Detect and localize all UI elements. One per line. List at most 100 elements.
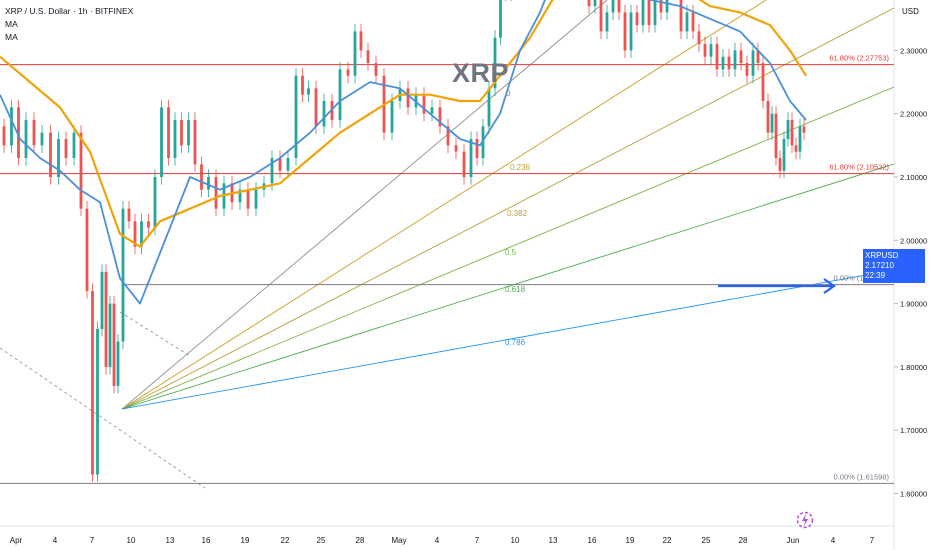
candle-body bbox=[462, 151, 466, 177]
candle-body bbox=[438, 107, 442, 127]
candle-body bbox=[91, 290, 94, 475]
indicator-ma-1[interactable]: MA bbox=[5, 19, 18, 29]
candle-body bbox=[761, 63, 765, 102]
candle-body bbox=[709, 44, 713, 57]
candle-body bbox=[691, 12, 695, 32]
fan-label: 0.786 bbox=[505, 338, 526, 347]
candle-body bbox=[798, 126, 802, 152]
candle-body bbox=[140, 221, 143, 247]
indicator-ma-2[interactable]: MA bbox=[5, 32, 18, 42]
candle-body bbox=[353, 31, 357, 76]
candle-body bbox=[790, 120, 794, 146]
candle-body bbox=[338, 69, 342, 121]
candle-body bbox=[679, 0, 683, 32]
chart-header: XRP / U.S. Dollar · 1h · BITFINEX MA MA bbox=[5, 5, 133, 44]
x-tick-label: 16 bbox=[202, 536, 211, 545]
candle-body bbox=[10, 107, 13, 146]
candle-body bbox=[49, 132, 52, 177]
fib-level-label: 0.00% (1.61598) bbox=[834, 472, 890, 481]
candle-body bbox=[374, 63, 378, 76]
candle-body bbox=[605, 12, 609, 32]
candle-body bbox=[64, 139, 68, 159]
y-tick-label: 1.80000 bbox=[900, 363, 927, 372]
candle-body bbox=[756, 50, 760, 64]
candle-body bbox=[294, 75, 298, 159]
candle-body bbox=[446, 126, 450, 146]
candle-body bbox=[641, 0, 645, 26]
candle-body bbox=[685, 12, 689, 32]
candle-body bbox=[270, 158, 274, 184]
candle-body bbox=[475, 139, 479, 159]
candle-body bbox=[703, 44, 707, 57]
x-tick-label: 19 bbox=[626, 536, 635, 545]
candle-body bbox=[286, 158, 290, 171]
x-tick-label: 13 bbox=[549, 536, 558, 545]
candle-body bbox=[17, 107, 20, 159]
candle-body bbox=[116, 341, 120, 386]
candle-body bbox=[733, 50, 737, 70]
candle-body bbox=[635, 12, 639, 26]
moving-average-line bbox=[0, 0, 807, 305]
candle-body bbox=[422, 94, 426, 114]
dashed-trendline bbox=[0, 347, 206, 489]
candle-body bbox=[493, 37, 497, 89]
candle-body bbox=[314, 88, 318, 127]
candle-body bbox=[40, 132, 44, 146]
candle-body bbox=[180, 120, 183, 146]
fan-line bbox=[121, 0, 608, 410]
price-series bbox=[2, 0, 806, 483]
candle-body bbox=[278, 158, 282, 171]
candle-body bbox=[469, 139, 473, 177]
candle-body bbox=[653, 0, 657, 26]
candle-body bbox=[167, 107, 170, 159]
candle-body bbox=[346, 69, 350, 76]
x-tick-label: 28 bbox=[739, 536, 748, 545]
x-tick-label: 7 bbox=[475, 536, 480, 545]
candle-body bbox=[133, 221, 137, 247]
candle-body bbox=[629, 12, 633, 51]
candle-body bbox=[593, 0, 597, 7]
y-tick-label: 1.70000 bbox=[900, 426, 927, 435]
candle-body bbox=[24, 120, 28, 159]
fib-levels: 261.80% (2.67261)161.80% (2.38897)61.80%… bbox=[0, 54, 894, 484]
candle-body bbox=[487, 88, 491, 127]
x-tick-label: 19 bbox=[241, 536, 250, 545]
candle-body bbox=[160, 107, 163, 177]
y-tick-label: 2.00000 bbox=[900, 236, 927, 245]
candle-body bbox=[100, 271, 104, 329]
candle-body bbox=[430, 107, 434, 114]
x-tick-label: 28 bbox=[356, 536, 365, 545]
candle-body bbox=[721, 56, 725, 70]
symbol-title[interactable]: XRP / U.S. Dollar · 1h · BITFINEX bbox=[5, 6, 134, 16]
candle-body bbox=[79, 132, 83, 209]
candle-body bbox=[127, 208, 131, 222]
candle-body bbox=[214, 177, 218, 209]
y-tick-label: 2.20000 bbox=[900, 110, 927, 119]
moving-averages bbox=[0, 0, 807, 305]
candle-body bbox=[32, 120, 36, 146]
y-tick-label: 1.90000 bbox=[900, 300, 927, 309]
x-tick-label: 7 bbox=[90, 536, 95, 545]
fan-label: 0.5 bbox=[505, 248, 517, 257]
fan-line bbox=[121, 269, 895, 410]
y-tick-label: 2.10000 bbox=[900, 173, 927, 182]
candle-body bbox=[623, 12, 627, 51]
y-axis: 1.60000 1.70000 1.80000 1.90000 2.00000 2.100… bbox=[894, 46, 927, 499]
candle-body bbox=[207, 177, 210, 190]
tradingview-logo-icon[interactable] bbox=[796, 511, 814, 534]
moving-average-line bbox=[0, 0, 807, 248]
currency-label[interactable]: USD bbox=[902, 7, 919, 16]
candle-body bbox=[454, 145, 458, 152]
fan-lines: 0 0.236 0.382 0.5 0.618 0.786 bbox=[0, 0, 895, 489]
candle-body bbox=[727, 56, 731, 70]
support-arrow bbox=[718, 278, 836, 294]
candle-body bbox=[72, 132, 76, 159]
candle-body bbox=[322, 101, 326, 127]
candle-body bbox=[739, 50, 743, 64]
dashed-trendline bbox=[119, 311, 191, 357]
candle-body bbox=[307, 88, 310, 95]
candle-body bbox=[366, 50, 370, 64]
fib-level-label: 61.80% (2.27753) bbox=[829, 54, 889, 63]
